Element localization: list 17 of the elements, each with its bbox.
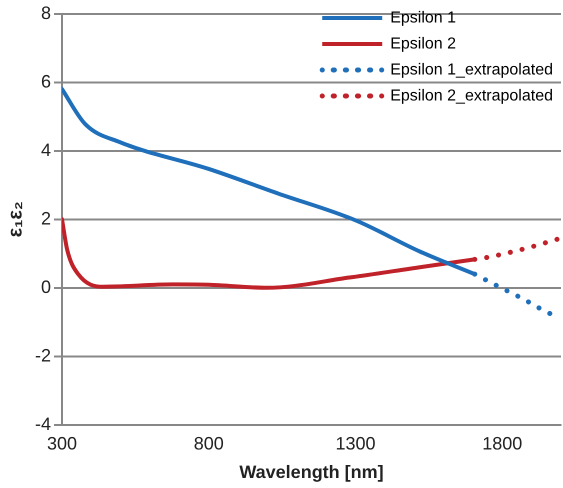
x-tick-label: 1300 [336, 434, 376, 454]
y-axis-title: ε₁ε₂ [4, 201, 27, 238]
x-tick-label: 800 [194, 434, 224, 454]
y-tick-label: 0 [40, 276, 52, 297]
legend-label: Epsilon 1 [390, 9, 456, 26]
legend-label: Epsilon 2 [390, 35, 456, 52]
legend-label: Epsilon 2_extrapolated [390, 87, 553, 104]
y-tick-label: -4 [34, 414, 52, 434]
x-tick-label: 300 [46, 434, 78, 454]
legend-label: Epsilon 1_extrapolated [390, 61, 553, 78]
y-tick-label: 2 [40, 208, 52, 228]
x-axis-title: Wavelength [nm] [239, 462, 384, 482]
x-tick-label: 1800 [482, 434, 522, 454]
y-tick-label: 4 [40, 140, 52, 160]
y-tick-label: 6 [40, 71, 52, 92]
y-tick-label: -2 [34, 345, 52, 366]
y-tick-label: 8 [40, 2, 52, 23]
